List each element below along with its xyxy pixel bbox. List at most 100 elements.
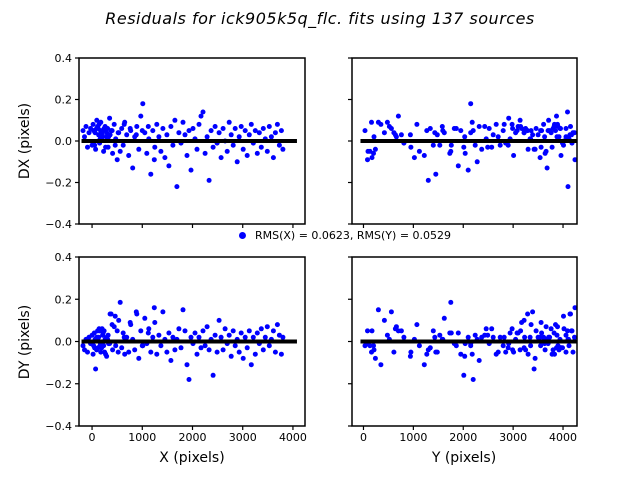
data-point [250,334,256,340]
data-point [518,328,524,334]
data-point [240,146,246,152]
y-tick-label: 0.0 [55,336,73,349]
data-point [468,101,474,107]
data-point [510,126,516,131]
data-point [258,326,264,332]
data-point [490,132,496,138]
data-point [485,144,491,150]
y-tick-label: 0.4 [55,52,73,65]
data-point [550,347,556,353]
data-point [528,322,534,328]
data-point [210,144,216,150]
data-point [180,307,186,313]
data-point [110,347,116,353]
data-point [228,132,234,138]
data-point [105,126,111,131]
data-point [505,345,511,351]
data-point [448,299,454,305]
data-point [238,124,244,129]
data-point [154,121,160,127]
data-point [188,334,194,340]
data-point [107,115,113,121]
data-point [186,128,192,134]
data-point [362,128,368,134]
data-point [274,322,280,328]
data-point [395,113,401,119]
data-point [462,353,468,359]
data-point [260,347,266,353]
data-point [437,332,443,338]
data-point [160,309,166,315]
data-point [86,130,92,136]
data-point [236,134,242,140]
data-point [547,334,553,340]
data-point [538,320,544,325]
data-point [479,146,485,152]
data-point [365,157,370,163]
data-point [246,132,252,138]
data-point [530,309,536,315]
data-point [369,349,374,355]
data-point [115,349,121,355]
data-point [180,119,186,125]
data-point [430,328,436,334]
data-point [378,121,384,127]
data-point [272,130,278,136]
data-point [194,351,200,357]
data-point [126,153,132,158]
data-point [139,343,145,349]
data-point [202,343,208,349]
data-point [109,322,115,328]
data-point [465,167,471,173]
data-point [567,311,573,317]
data-point [527,334,533,340]
data-point [114,157,120,163]
y-tick-label: −0.4 [45,218,72,231]
data-point [134,124,140,129]
data-point [513,130,519,136]
data-point [242,128,248,134]
data-point [200,328,206,334]
data-point [120,142,126,148]
data-point [541,121,547,127]
data-point [146,326,152,332]
data-point [465,334,471,340]
data-point [276,142,282,148]
data-point [232,126,238,131]
data-point [549,351,555,357]
data-point [140,101,146,107]
data-point [490,334,496,340]
data-point [139,128,145,134]
data-point [278,351,284,357]
data-point [528,128,534,134]
data-point [563,349,569,355]
data-point [124,132,130,138]
data-point [553,128,558,134]
data-point [557,126,563,131]
data-point [204,134,210,140]
panel-dx-vs-x: 0.4 0.2 0.0 −0.2 −0.4 [45,52,306,231]
data-point [154,351,160,357]
data-point [510,347,516,353]
data-point [244,153,250,158]
data-point [543,324,549,330]
data-point [391,130,397,136]
data-point [258,144,264,150]
data-point [196,121,202,127]
data-point [103,351,109,357]
x-tick-label: 4000 [549,431,577,444]
data-point [476,358,482,363]
data-point [561,326,567,332]
data-point [500,343,506,349]
data-point [365,328,370,334]
data-point [533,126,539,131]
data-point [371,134,377,140]
data-point [248,121,254,127]
data-point [365,148,371,154]
x-tick-label: 1000 [128,431,156,444]
data-point [260,126,266,131]
data-point [554,113,559,119]
data-point [542,347,548,353]
data-point [232,343,238,349]
